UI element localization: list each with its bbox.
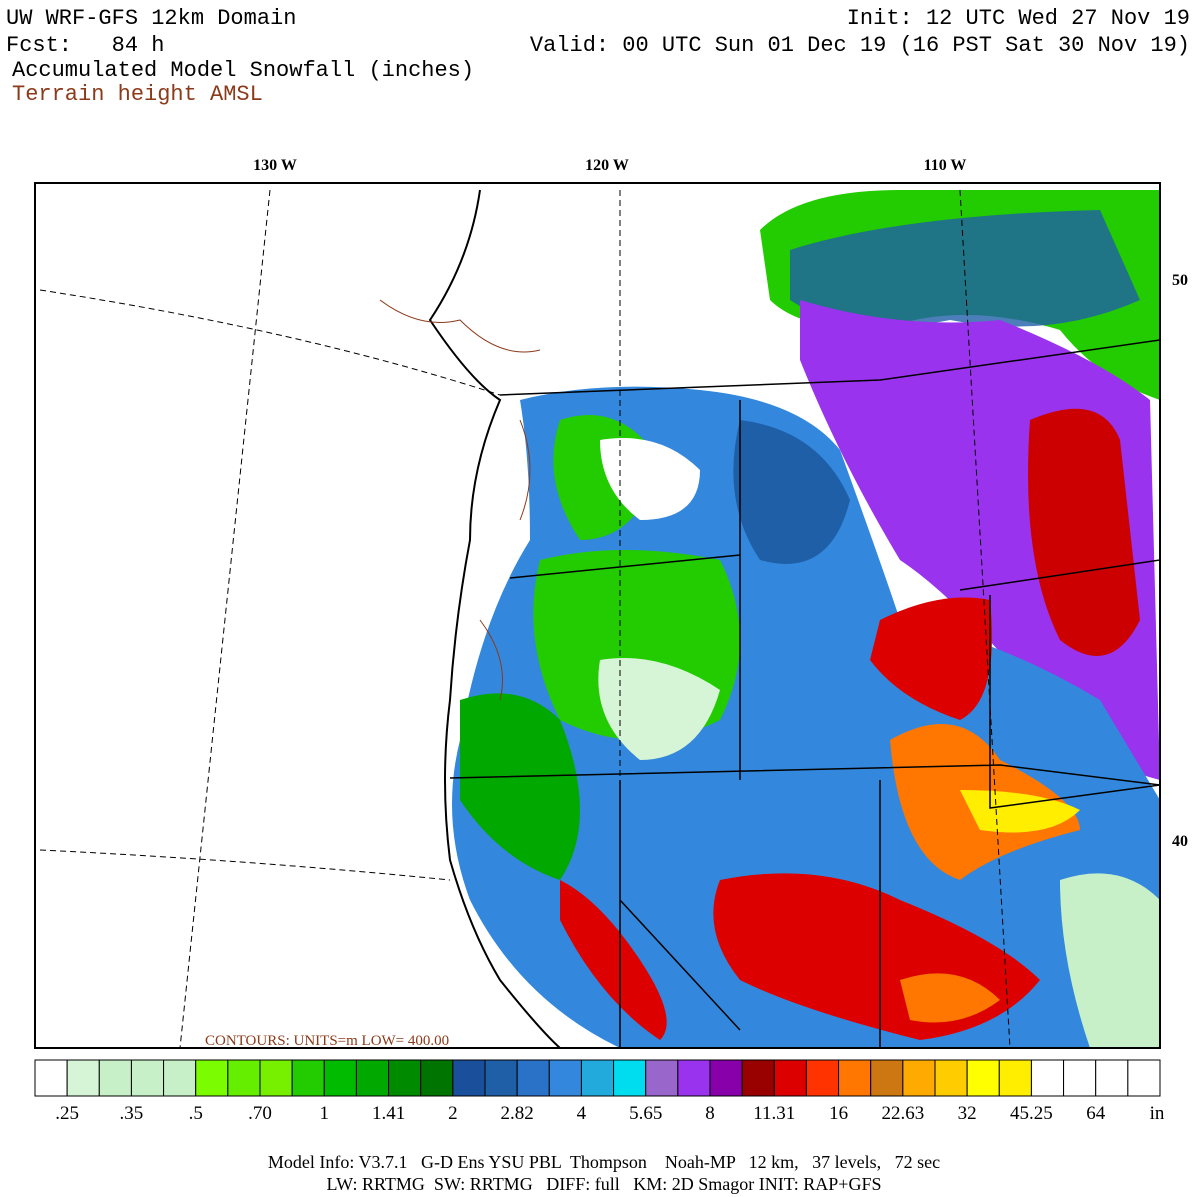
color-box <box>98 1059 132 1097</box>
color-box <box>484 1059 518 1097</box>
colorbar-label: 22.63 <box>881 1103 924 1124</box>
title: UW WRF-GFS 12km Domain <box>6 6 296 31</box>
color-box <box>34 1059 68 1097</box>
forecast-hour: Fcst: 84 h <box>6 33 164 58</box>
color-box <box>1127 1059 1161 1097</box>
field-name: Accumulated Model Snowfall (inches) <box>12 58 474 83</box>
colorbar-label: 2.82 <box>501 1103 534 1124</box>
color-box <box>773 1059 807 1097</box>
snowfall-field <box>452 190 1159 1047</box>
color-box <box>966 1059 1000 1097</box>
boundaries <box>39 189 1159 1047</box>
color-box <box>998 1059 1032 1097</box>
color-box <box>1063 1059 1097 1097</box>
color-box <box>902 1059 936 1097</box>
color-box <box>195 1059 229 1097</box>
colorbar-label: .25 <box>55 1103 79 1124</box>
color-box <box>516 1059 550 1097</box>
color-box <box>709 1059 743 1097</box>
color-box <box>1095 1059 1129 1097</box>
color-box <box>645 1059 679 1097</box>
lat-label: 40 <box>1172 833 1188 850</box>
colorbar-label: 4 <box>577 1103 587 1124</box>
color-box <box>130 1059 165 1097</box>
colorbar-label: 45.25 <box>1010 1103 1053 1124</box>
init-time: Init: 12 UTC Wed 27 Nov 19 <box>847 6 1190 31</box>
lon-label: 120 W <box>585 157 629 174</box>
color-box <box>613 1059 647 1097</box>
colorbar-label: .70 <box>248 1103 272 1124</box>
colorbar-label: 16 <box>829 1103 848 1124</box>
color-box <box>66 1059 100 1097</box>
colorbar-label: .35 <box>120 1103 144 1124</box>
colorbar-label: 2 <box>448 1103 458 1124</box>
color-box <box>227 1059 261 1097</box>
color-box <box>388 1059 422 1097</box>
lon-label: 110 W <box>924 157 967 174</box>
lat-label: 50 <box>1172 272 1188 289</box>
colorbar-label: 1 <box>320 1103 330 1124</box>
color-box <box>870 1059 904 1097</box>
color-box <box>355 1059 390 1097</box>
color-box <box>677 1059 711 1097</box>
color-box <box>805 1059 840 1097</box>
colorbar-label: 64 <box>1086 1103 1106 1124</box>
colorbar: .25 .35 .5 .70 1 1.41 2 2.82 4 5.65 8 11.31 16 22.63 3… <box>34 1059 1165 1124</box>
color-box <box>452 1059 486 1097</box>
color-box <box>580 1059 615 1097</box>
color-box <box>291 1059 325 1097</box>
colorbar-unit: in <box>1150 1103 1165 1124</box>
color-box <box>1030 1059 1065 1097</box>
model-info: LW: RRTMG SW: RRTMG DIFF: full KM: 2D Sm… <box>327 1174 882 1194</box>
colorbar-label: 5.65 <box>629 1103 662 1124</box>
colorbar-label: 1.41 <box>372 1103 405 1124</box>
colorbar-label: 11.31 <box>753 1103 795 1124</box>
contour-note: CONTOURS: UNITS=m LOW= 400.00 <box>205 1033 449 1049</box>
color-box <box>420 1059 454 1097</box>
color-box <box>741 1059 775 1097</box>
color-box <box>323 1059 357 1097</box>
color-box <box>163 1059 197 1097</box>
color-box <box>259 1059 293 1097</box>
valid-time: Valid: 00 UTC Sun 01 Dec 19 (16 PST Sat … <box>530 33 1190 58</box>
color-box <box>934 1059 968 1097</box>
contour-field: Terrain height AMSL <box>12 82 263 107</box>
colorbar-label: 32 <box>958 1103 977 1124</box>
map: CONTOURS: UNITS=m LOW= 400.00 <box>34 182 1161 1049</box>
color-box <box>548 1059 582 1097</box>
colorbar-label: .5 <box>189 1103 203 1124</box>
colorbar-label: 8 <box>705 1103 715 1124</box>
model-info: Model Info: V3.7.1 G-D Ens YSU PBL Thomp… <box>268 1152 940 1172</box>
color-box <box>838 1059 872 1097</box>
lon-label: 130 W <box>253 157 297 174</box>
